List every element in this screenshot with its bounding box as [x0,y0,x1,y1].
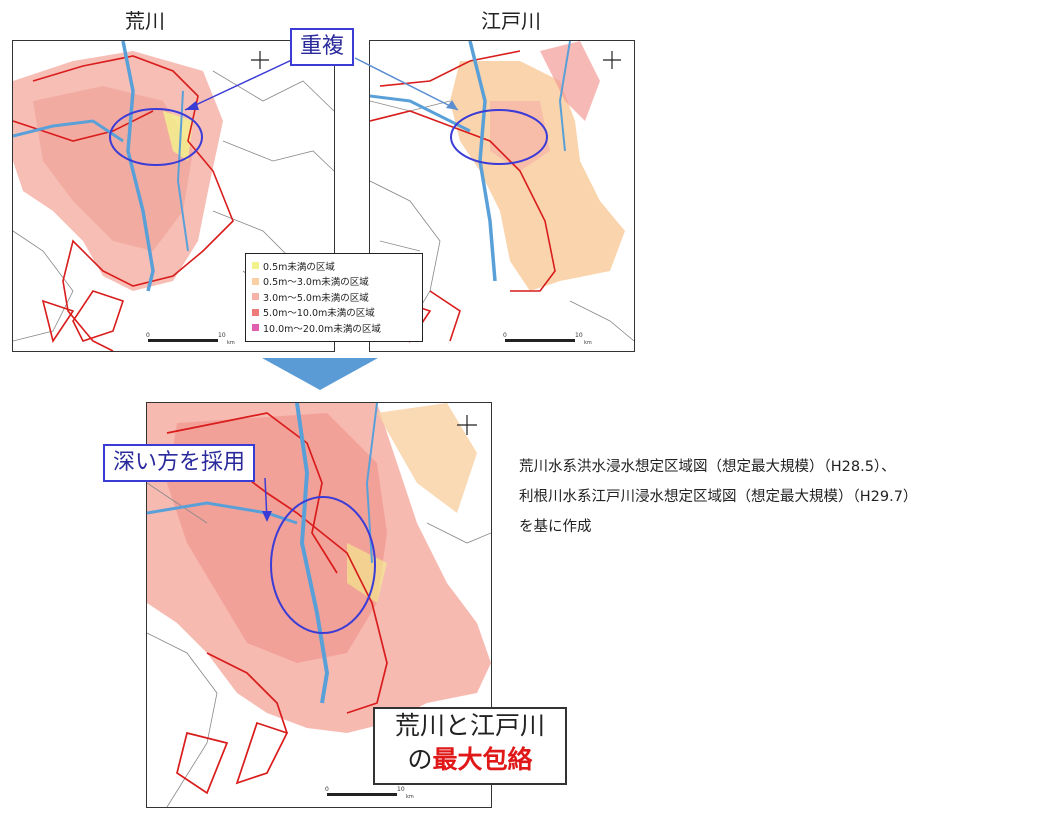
left-map-scale-start: 0 [146,332,150,339]
legend-swatch [252,324,259,332]
legend-item: 0.5m～3.0m未満の区域 [252,274,416,290]
left-map-title: 荒川 [125,9,165,33]
envelope-emphasis: 最大包絡 [432,745,533,774]
flood-depth-legend: 0.5m未満の区域 0.5m～3.0m未満の区域 3.0m～5.0m未満の区域 … [245,253,423,342]
left-map-scale-unit: km [227,340,235,346]
right-map-title: 江戸川 [481,9,541,33]
combined-map-scale-end: 10 [397,786,405,793]
right-map-scale-unit: km [584,340,592,346]
combined-map-scale-unit: km [406,794,414,800]
legend-item: 5.0m～10.0m未満の区域 [252,305,416,321]
envelope-line2: の最大包絡 [407,745,533,774]
legend-swatch [252,308,259,316]
source-note: 荒川水系洪水浸水想定区域図（想定最大規模）（H28.5）、 利根川水系江戸川浸水… [519,459,918,535]
right-map-scale-end: 10 [575,332,583,339]
legend-swatch [252,293,259,301]
deeper-callout: 深い方を採用 [103,444,256,482]
overlap-callout: 重複 [290,28,355,66]
legend-swatch [252,262,259,270]
legend-swatch [252,277,259,285]
left-map-scale-end: 10 [218,332,226,339]
merge-arrow [262,358,378,390]
edogawa-flood-map: 0 10 km [369,40,635,352]
right-map-scale-start: 0 [503,332,507,339]
legend-item: 3.0m～5.0m未満の区域 [252,289,416,305]
legend-item: 0.5m未満の区域 [252,258,416,274]
envelope-box: 荒川と江戸川 の最大包絡 [373,707,567,785]
combined-map-scale-start: 0 [325,786,329,793]
envelope-line1: 荒川と江戸川 [394,711,545,740]
legend-item: 10.0m～20.0m未満の区域 [252,320,416,336]
